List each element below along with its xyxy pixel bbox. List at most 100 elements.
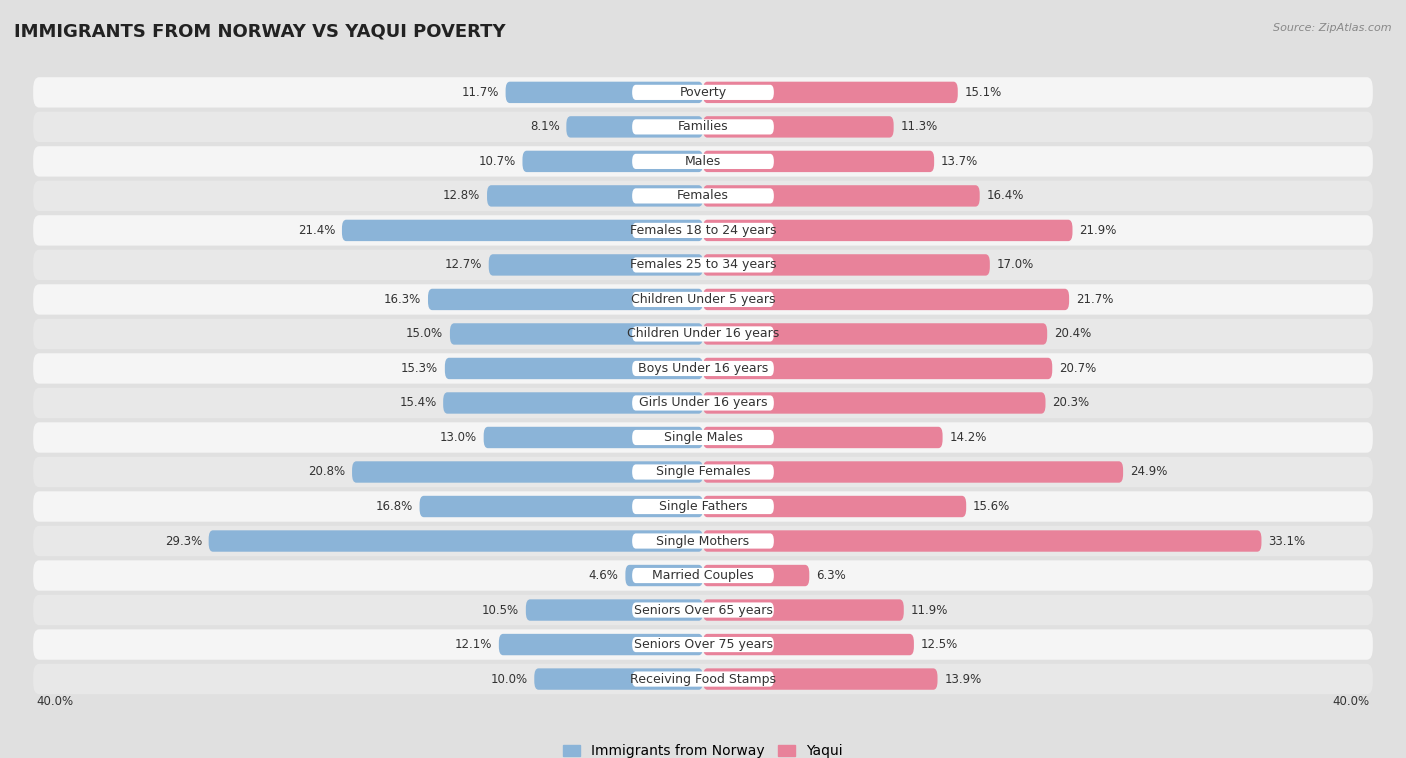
FancyBboxPatch shape [34, 560, 1372, 590]
Text: Source: ZipAtlas.com: Source: ZipAtlas.com [1274, 23, 1392, 33]
Text: Boys Under 16 years: Boys Under 16 years [638, 362, 768, 375]
FancyBboxPatch shape [703, 393, 1046, 414]
Text: Receiving Food Stamps: Receiving Food Stamps [630, 672, 776, 685]
FancyBboxPatch shape [34, 319, 1372, 349]
FancyBboxPatch shape [633, 430, 773, 445]
Text: 16.4%: 16.4% [987, 190, 1024, 202]
Text: 12.1%: 12.1% [454, 638, 492, 651]
FancyBboxPatch shape [444, 358, 703, 379]
FancyBboxPatch shape [34, 595, 1372, 625]
FancyBboxPatch shape [703, 185, 980, 207]
Text: 20.3%: 20.3% [1052, 396, 1090, 409]
FancyBboxPatch shape [626, 565, 703, 586]
FancyBboxPatch shape [703, 358, 1052, 379]
FancyBboxPatch shape [34, 284, 1372, 315]
Text: 15.1%: 15.1% [965, 86, 1001, 99]
Text: 40.0%: 40.0% [37, 695, 73, 708]
FancyBboxPatch shape [567, 116, 703, 138]
FancyBboxPatch shape [34, 77, 1372, 108]
FancyBboxPatch shape [633, 154, 773, 169]
Text: 10.0%: 10.0% [491, 672, 527, 685]
FancyBboxPatch shape [34, 111, 1372, 142]
Text: Females 18 to 24 years: Females 18 to 24 years [630, 224, 776, 237]
Text: 33.1%: 33.1% [1268, 534, 1305, 547]
FancyBboxPatch shape [703, 462, 1123, 483]
FancyBboxPatch shape [633, 603, 773, 618]
Text: 13.9%: 13.9% [945, 672, 981, 685]
Text: 20.8%: 20.8% [308, 465, 346, 478]
Text: 12.8%: 12.8% [443, 190, 481, 202]
FancyBboxPatch shape [703, 220, 1073, 241]
Text: 8.1%: 8.1% [530, 121, 560, 133]
FancyBboxPatch shape [703, 323, 1047, 345]
FancyBboxPatch shape [633, 119, 773, 134]
FancyBboxPatch shape [633, 637, 773, 652]
FancyBboxPatch shape [419, 496, 703, 517]
Text: 6.3%: 6.3% [815, 569, 846, 582]
Text: 20.4%: 20.4% [1054, 327, 1091, 340]
FancyBboxPatch shape [633, 465, 773, 480]
Text: 29.3%: 29.3% [165, 534, 202, 547]
FancyBboxPatch shape [427, 289, 703, 310]
FancyBboxPatch shape [34, 353, 1372, 384]
Text: Males: Males [685, 155, 721, 168]
Text: 16.3%: 16.3% [384, 293, 422, 306]
Text: 21.4%: 21.4% [298, 224, 335, 237]
FancyBboxPatch shape [633, 257, 773, 273]
FancyBboxPatch shape [486, 185, 703, 207]
Text: Families: Families [678, 121, 728, 133]
Text: Single Mothers: Single Mothers [657, 534, 749, 547]
Text: 17.0%: 17.0% [997, 258, 1033, 271]
Text: Girls Under 16 years: Girls Under 16 years [638, 396, 768, 409]
FancyBboxPatch shape [450, 323, 703, 345]
FancyBboxPatch shape [484, 427, 703, 448]
FancyBboxPatch shape [499, 634, 703, 655]
FancyBboxPatch shape [633, 534, 773, 549]
FancyBboxPatch shape [523, 151, 703, 172]
FancyBboxPatch shape [34, 215, 1372, 246]
FancyBboxPatch shape [633, 223, 773, 238]
FancyBboxPatch shape [208, 531, 703, 552]
Text: Females 25 to 34 years: Females 25 to 34 years [630, 258, 776, 271]
FancyBboxPatch shape [703, 600, 904, 621]
FancyBboxPatch shape [34, 664, 1372, 694]
FancyBboxPatch shape [703, 82, 957, 103]
Text: 10.7%: 10.7% [478, 155, 516, 168]
FancyBboxPatch shape [703, 427, 942, 448]
Text: 40.0%: 40.0% [1333, 695, 1369, 708]
Text: Children Under 5 years: Children Under 5 years [631, 293, 775, 306]
FancyBboxPatch shape [352, 462, 703, 483]
FancyBboxPatch shape [633, 568, 773, 583]
Text: 21.7%: 21.7% [1076, 293, 1114, 306]
Text: Single Fathers: Single Fathers [659, 500, 747, 513]
FancyBboxPatch shape [633, 396, 773, 411]
FancyBboxPatch shape [34, 526, 1372, 556]
Text: 20.7%: 20.7% [1059, 362, 1097, 375]
FancyBboxPatch shape [703, 669, 938, 690]
Text: 15.0%: 15.0% [406, 327, 443, 340]
FancyBboxPatch shape [443, 393, 703, 414]
Text: Seniors Over 65 years: Seniors Over 65 years [634, 603, 772, 616]
Text: 24.9%: 24.9% [1130, 465, 1167, 478]
Text: 10.5%: 10.5% [482, 603, 519, 616]
FancyBboxPatch shape [34, 180, 1372, 211]
FancyBboxPatch shape [633, 85, 773, 100]
Text: 11.7%: 11.7% [461, 86, 499, 99]
Text: 15.4%: 15.4% [399, 396, 436, 409]
FancyBboxPatch shape [34, 388, 1372, 418]
Text: 12.5%: 12.5% [921, 638, 957, 651]
Text: Females: Females [678, 190, 728, 202]
FancyBboxPatch shape [703, 254, 990, 276]
FancyBboxPatch shape [703, 531, 1261, 552]
Text: 12.7%: 12.7% [444, 258, 482, 271]
Text: IMMIGRANTS FROM NORWAY VS YAQUI POVERTY: IMMIGRANTS FROM NORWAY VS YAQUI POVERTY [14, 23, 506, 41]
Text: 14.2%: 14.2% [949, 431, 987, 444]
Text: 11.9%: 11.9% [911, 603, 948, 616]
FancyBboxPatch shape [703, 151, 934, 172]
Text: 13.0%: 13.0% [440, 431, 477, 444]
FancyBboxPatch shape [633, 327, 773, 342]
FancyBboxPatch shape [703, 496, 966, 517]
FancyBboxPatch shape [342, 220, 703, 241]
FancyBboxPatch shape [34, 457, 1372, 487]
Text: Children Under 16 years: Children Under 16 years [627, 327, 779, 340]
